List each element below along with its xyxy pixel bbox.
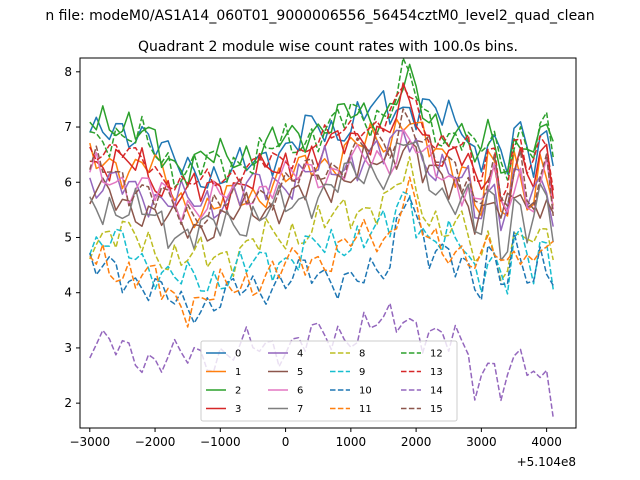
x-tick-label: 1000 (336, 435, 367, 449)
x-tick-label: 2000 (401, 435, 432, 449)
series-line-14 (89, 302, 554, 418)
y-tick-label: 3 (64, 341, 72, 355)
x-offset-label: +5.104e8 (517, 455, 576, 469)
legend-label: 15 (430, 404, 443, 415)
x-tick-label: −1000 (200, 435, 241, 449)
axes-frame (79, 57, 577, 429)
y-axis: 2 3 4 5 6 7 8 (64, 65, 80, 410)
y-tick-label: 5 (64, 230, 72, 244)
x-tick-label: −2000 (135, 435, 176, 449)
x-tick-label: 4000 (531, 435, 562, 449)
series-line-12 (89, 58, 554, 188)
legend-box (200, 340, 458, 422)
series-line-4 (89, 129, 554, 232)
series-layer (89, 58, 554, 418)
legend-label: 7 (297, 404, 303, 415)
series-line-8 (89, 156, 554, 282)
y-tick-label: 2 (64, 396, 72, 410)
y-tick-label: 7 (64, 120, 72, 134)
legend-label: 8 (359, 349, 365, 360)
x-tick-label: 0 (282, 435, 290, 449)
legend-label: 1 (235, 367, 241, 378)
legend-label: 6 (297, 386, 303, 397)
series-line-7 (89, 141, 554, 262)
legend-label: 5 (297, 367, 303, 378)
y-tick-label: 8 (64, 65, 72, 79)
series-line-13 (89, 85, 554, 202)
x-axis: −3000 −2000 −1000 0 1000 2000 3000 4000 (69, 428, 562, 449)
legend-label: 13 (430, 367, 443, 378)
legend-label: 9 (359, 367, 365, 378)
legend-label: 2 (235, 386, 241, 397)
legend-label: 10 (359, 386, 372, 397)
series-line-10 (89, 196, 554, 324)
legend-label: 11 (359, 404, 372, 415)
series-line-11 (89, 176, 554, 328)
legend-label: 14 (430, 386, 443, 397)
chart-title: Quadrant 2 module wise count rates with … (138, 39, 518, 55)
legend-label: 0 (235, 349, 241, 360)
figure-suptitle: n file: modeM0/AS1A14_060T01_9000006556_… (45, 8, 594, 24)
y-tick-label: 6 (64, 175, 72, 189)
series-line-15 (89, 108, 554, 229)
x-tick-label: 3000 (466, 435, 497, 449)
x-tick-label: −3000 (69, 435, 110, 449)
legend-label: 3 (235, 404, 241, 415)
series-line-2 (89, 63, 554, 188)
legend-label: 12 (430, 349, 443, 360)
series-line-6 (89, 128, 554, 223)
series-line-5 (89, 140, 554, 242)
y-tick-label: 4 (64, 286, 72, 300)
legend-label: 4 (297, 349, 303, 360)
series-line-9 (89, 191, 554, 295)
